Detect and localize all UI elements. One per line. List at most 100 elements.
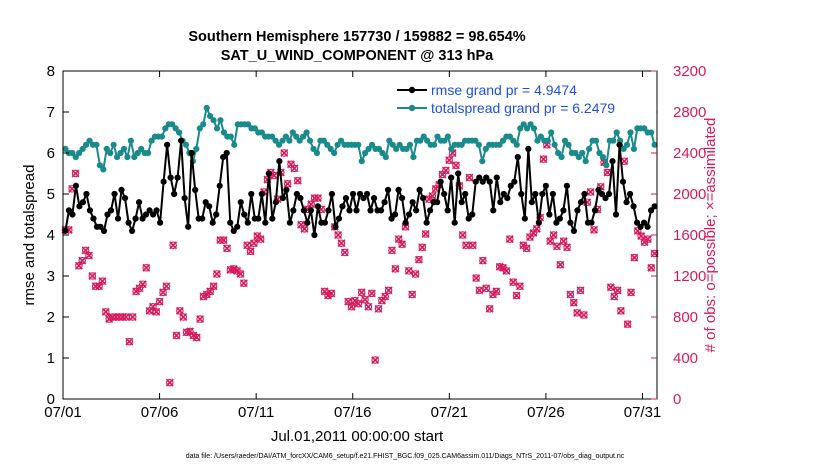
totalspread-marker (127, 137, 134, 144)
rmse-marker (581, 190, 588, 198)
y-right-tick-label: 800 (673, 309, 698, 326)
rmse-marker (539, 190, 546, 198)
legend-box (394, 78, 656, 118)
rmse-marker (227, 219, 234, 226)
totalspread-marker (279, 137, 286, 144)
obs-assimilated-marker (71, 169, 80, 178)
obs-assimilated-marker (388, 246, 396, 255)
rmse-marker (500, 190, 507, 198)
obs-point (559, 237, 568, 246)
obs-assimilated-marker (569, 298, 578, 307)
rmse-marker (97, 223, 104, 230)
totalspread-marker (623, 141, 631, 148)
rmse-marker (114, 215, 122, 222)
totalspread-marker (558, 154, 565, 161)
obs-possible-marker (327, 289, 336, 298)
obs-point (576, 286, 585, 295)
rmse-marker (630, 203, 637, 210)
obs-assimilated-marker (347, 302, 356, 311)
obs-count-series (61, 140, 659, 387)
obs-point (165, 378, 174, 387)
rmse-marker (384, 186, 392, 193)
rmse-marker (142, 211, 150, 218)
totalspread-marker (648, 129, 655, 136)
obs-assimilated-marker (391, 264, 400, 273)
obs-assimilated-marker (78, 256, 87, 265)
totalspread-marker (162, 125, 169, 132)
totalspread-marker (458, 141, 465, 148)
y-right-tick-label: 400 (673, 350, 698, 367)
obs-assimilated-marker (616, 306, 625, 315)
totalspread-marker (275, 141, 283, 148)
rmse-marker (612, 211, 620, 218)
obs-assimilated-marker (223, 244, 231, 253)
obs-possible-marker (341, 248, 349, 257)
obs-possible-marker (162, 282, 171, 290)
rmse-marker (528, 199, 535, 206)
rmse-marker (595, 186, 602, 193)
rmse-marker (342, 195, 350, 202)
obs-possible-marker (428, 192, 437, 200)
rmse-marker (535, 219, 542, 226)
rmse-marker (269, 215, 276, 222)
obs-point (441, 166, 450, 175)
obs-assimilated-marker (212, 269, 221, 278)
obs-possible-marker (553, 242, 561, 251)
obs-assimilated-marker (384, 286, 393, 295)
obs-point (239, 279, 248, 288)
obs-point (532, 224, 541, 233)
obs-point (78, 256, 87, 265)
obs-point (408, 290, 417, 299)
y-right-tick-label: 2800 (673, 104, 706, 121)
totalspread-marker (582, 158, 589, 165)
rmse-marker (185, 223, 192, 230)
obs-possible-marker (630, 253, 639, 262)
rmse-marker (181, 195, 188, 202)
totalspread-marker (176, 129, 183, 136)
y-axis-left-label: rmse and totalspread (21, 165, 38, 306)
totalspread-marker (530, 125, 538, 132)
obs-point (515, 282, 524, 291)
rmse-marker (605, 190, 613, 198)
obs-point (293, 176, 302, 185)
totalspread-marker (334, 141, 341, 148)
totalspread-marker (520, 121, 527, 128)
obs-point (142, 263, 151, 272)
totalspread-marker (213, 125, 221, 132)
obs-assimilated-marker (610, 292, 619, 301)
rmse-marker (363, 190, 371, 198)
rmse-marker (391, 211, 399, 218)
obs-assimilated-marker (563, 243, 572, 252)
rmse-marker (458, 199, 465, 206)
totalspread-marker (289, 129, 296, 136)
obs-possible-marker (573, 309, 581, 317)
rmse-marker (598, 190, 606, 198)
rmse-marker (640, 219, 648, 226)
y-right-tick-label: 0 (673, 391, 681, 408)
obs-assimilated-marker (414, 255, 423, 264)
obs-possible-marker (563, 243, 571, 252)
obs-point (556, 260, 565, 269)
rmse-marker (128, 227, 136, 234)
totalspread-marker (441, 137, 448, 144)
totalspread-marker (375, 145, 383, 152)
obs-point (125, 337, 134, 346)
obs-possible-marker (293, 176, 302, 185)
obs-possible-marker (166, 378, 174, 387)
obs-point (381, 292, 390, 301)
obs-point (414, 255, 423, 264)
obs-assimilated-marker (613, 286, 622, 295)
obs-assimilated-marker (586, 187, 595, 196)
obs-point (162, 282, 171, 291)
rmse-marker (507, 182, 514, 189)
obs-assimilated-marker (142, 263, 151, 272)
rmse-marker (258, 190, 265, 198)
obs-possible-marker (398, 240, 406, 248)
obs-assimilated-marker (465, 173, 474, 182)
obs-point (361, 295, 370, 304)
obs-possible-marker (300, 225, 309, 233)
totalspread-marker (472, 137, 479, 144)
obs-assimilated-marker (549, 231, 558, 239)
rmse-marker (188, 149, 195, 157)
totalspread-marker (544, 137, 551, 144)
